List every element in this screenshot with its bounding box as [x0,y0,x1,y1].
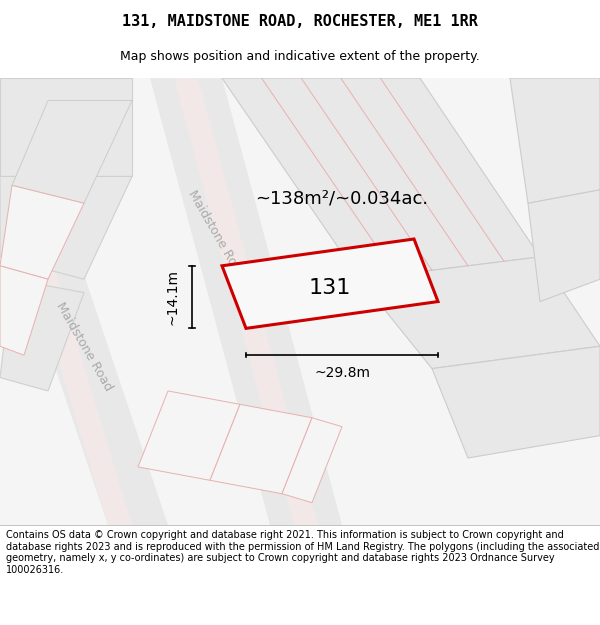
Polygon shape [150,78,342,525]
Polygon shape [12,101,132,203]
Polygon shape [0,266,48,355]
Text: ~14.1m: ~14.1m [166,269,180,325]
Polygon shape [282,418,342,502]
Polygon shape [0,279,84,391]
Polygon shape [0,186,84,279]
Text: Maidstone Road: Maidstone Road [185,188,247,281]
Text: ~29.8m: ~29.8m [314,366,370,381]
Text: ~138m²/~0.034ac.: ~138m²/~0.034ac. [256,190,428,208]
Polygon shape [510,78,600,203]
Polygon shape [222,78,540,279]
Polygon shape [0,176,132,279]
Polygon shape [222,239,438,328]
Polygon shape [210,404,312,494]
Text: Maidstone Road: Maidstone Road [53,299,115,393]
Text: 131, MAIDSTONE ROAD, ROCHESTER, ME1 1RR: 131, MAIDSTONE ROAD, ROCHESTER, ME1 1RR [122,14,478,29]
Polygon shape [0,168,132,525]
Polygon shape [432,346,600,458]
Text: 131: 131 [309,278,351,298]
Text: Map shows position and indicative extent of the property.: Map shows position and indicative extent… [120,50,480,62]
Polygon shape [174,78,318,525]
Text: Contains OS data © Crown copyright and database right 2021. This information is : Contains OS data © Crown copyright and d… [6,530,599,575]
Polygon shape [528,190,600,301]
Polygon shape [360,257,600,369]
Polygon shape [0,168,168,525]
Polygon shape [138,391,240,480]
Polygon shape [0,78,600,525]
Polygon shape [0,78,132,176]
